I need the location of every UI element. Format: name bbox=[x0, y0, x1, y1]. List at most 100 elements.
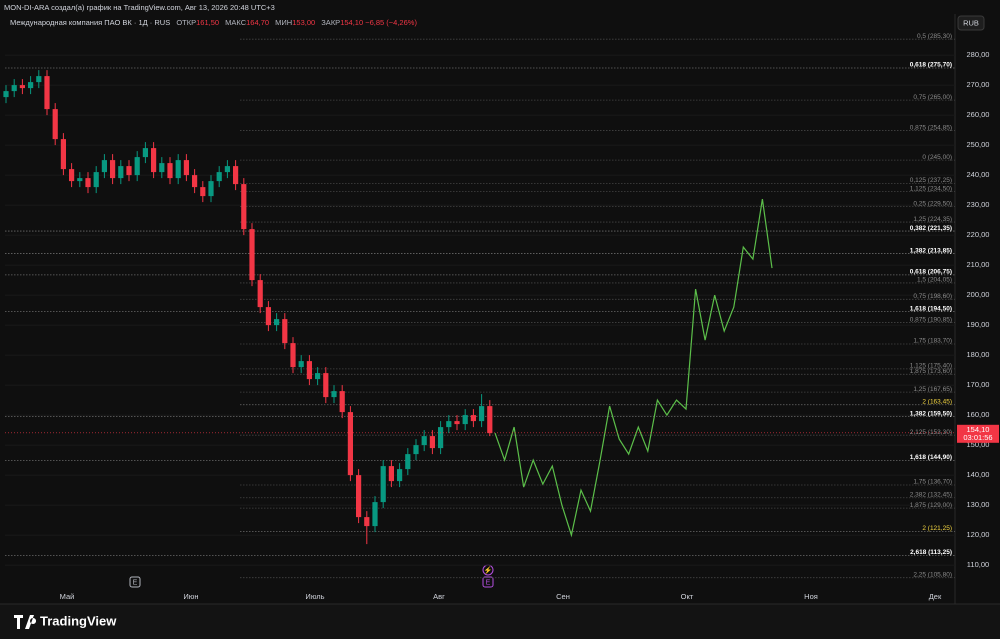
y-tick-label: 120,00 bbox=[967, 530, 990, 539]
brand: TradingView bbox=[40, 613, 117, 628]
y-tick-label: 140,00 bbox=[967, 470, 990, 479]
ohlc-label: МАКС bbox=[225, 18, 247, 27]
x-tick-label: Июн bbox=[183, 592, 198, 601]
ohlc-value: 153,00 bbox=[292, 18, 316, 27]
candle-body bbox=[183, 160, 189, 176]
ohlc-label: ОТКР bbox=[176, 18, 197, 27]
candle-body bbox=[315, 373, 321, 380]
candle-body bbox=[118, 166, 124, 179]
candle-body bbox=[438, 427, 444, 449]
candle-body bbox=[44, 76, 50, 110]
candle-body bbox=[487, 406, 493, 434]
candle-body bbox=[142, 148, 148, 158]
candle-body bbox=[282, 319, 288, 344]
candle-body bbox=[11, 85, 17, 92]
event-icon[interactable] bbox=[129, 576, 141, 588]
y-tick-label: 110,00 bbox=[967, 560, 989, 569]
candle-body bbox=[454, 421, 460, 425]
fib-label: 2,382 (132,45) bbox=[910, 491, 952, 498]
ohlc-value: 161,50 bbox=[196, 18, 220, 27]
fib-label: 0,875 (190,85) bbox=[910, 316, 952, 323]
candle-body bbox=[216, 172, 222, 182]
logo-icon bbox=[14, 615, 37, 629]
fib-label: 1,25 (224,35) bbox=[913, 216, 952, 223]
earnings-icon-text: E bbox=[486, 579, 491, 586]
x-tick-label: Ноя bbox=[804, 592, 818, 601]
candle-body bbox=[192, 175, 198, 188]
candle-body bbox=[233, 166, 239, 185]
candle-body bbox=[257, 280, 263, 308]
fib-label: 0,382 (221,35) bbox=[910, 225, 952, 232]
candle-body bbox=[3, 91, 9, 98]
candle-body bbox=[429, 436, 435, 449]
y-tick-label: 230,00 bbox=[967, 200, 990, 209]
x-tick-label: Окт bbox=[681, 592, 694, 601]
candle-body bbox=[85, 178, 91, 188]
fib-label: 1,25 (167,65) bbox=[913, 386, 952, 393]
candle-body bbox=[462, 415, 468, 425]
earnings-icon[interactable] bbox=[482, 576, 494, 588]
fib-label: 0,618 (275,70) bbox=[910, 62, 952, 69]
y-tick-label: 160,00 bbox=[967, 410, 990, 419]
fib-label: 1,618 (194,50) bbox=[910, 305, 952, 312]
last-price-box bbox=[957, 424, 999, 443]
candle-body bbox=[77, 178, 83, 182]
candle-body bbox=[331, 391, 337, 398]
candle-body bbox=[397, 469, 403, 482]
y-tick-label: 180,00 bbox=[967, 350, 990, 359]
y-tick-label: 210,00 bbox=[967, 260, 990, 269]
legend: Международная компания ПАО ВК · 1Д · RUS… bbox=[10, 18, 417, 27]
ohlc-value: 154,10 bbox=[340, 18, 364, 27]
y-tick-label: 220,00 bbox=[967, 230, 990, 239]
footer-bar bbox=[0, 604, 1000, 639]
candle-body bbox=[470, 415, 476, 422]
candle-body bbox=[479, 406, 485, 422]
y-tick-label: 170,00 bbox=[967, 380, 990, 389]
candle-body bbox=[167, 163, 173, 179]
candle-body bbox=[134, 157, 140, 176]
fib-label: 0,25 (229,50) bbox=[913, 200, 952, 207]
fib-label: 2,125 (153,30) bbox=[910, 429, 952, 436]
candle-body bbox=[159, 163, 165, 173]
candle-body bbox=[405, 454, 411, 470]
candle-body bbox=[306, 361, 312, 380]
fib-label: 0,5 (285,30) bbox=[917, 33, 952, 40]
candle-body bbox=[241, 184, 247, 230]
y-tick-label: 270,00 bbox=[967, 80, 990, 89]
candle-body bbox=[388, 466, 394, 482]
candle-body bbox=[364, 517, 370, 527]
candle-body bbox=[208, 181, 214, 197]
y-tick-label: 150,00 bbox=[967, 440, 990, 449]
fib-label: 1,618 (144,90) bbox=[910, 454, 952, 461]
countdown: 03:01:56 bbox=[963, 433, 992, 442]
x-tick-label: Дек bbox=[929, 592, 942, 601]
fib-label: 2,618 (113,25) bbox=[910, 549, 952, 556]
fib-label: 0,75 (198,60) bbox=[913, 293, 952, 300]
fib-label: 1,382 (159,50) bbox=[910, 410, 952, 417]
candle-body bbox=[380, 466, 386, 503]
fib-label: 1,75 (136,70) bbox=[913, 479, 952, 486]
y-tick-label: 250,00 bbox=[967, 140, 990, 149]
ohlc-label: МИН bbox=[275, 18, 293, 27]
event-icon-text: E bbox=[133, 579, 138, 586]
fib-label: 0 (245,00) bbox=[922, 154, 952, 161]
candle-body bbox=[28, 82, 34, 89]
fib-label: 2,25 (105,80) bbox=[913, 571, 952, 578]
candle-body bbox=[200, 187, 206, 197]
candle-body bbox=[421, 436, 427, 446]
candle-body bbox=[175, 160, 181, 179]
last-price-label: 154,10 bbox=[967, 425, 990, 434]
candle-body bbox=[126, 166, 132, 176]
currency: RUB bbox=[963, 18, 979, 27]
candle-body bbox=[19, 85, 25, 89]
x-tick-label: Май bbox=[60, 592, 75, 601]
candle-body bbox=[323, 373, 329, 398]
candle-body bbox=[274, 319, 280, 326]
candle-body bbox=[290, 343, 296, 368]
candle-body bbox=[52, 109, 58, 140]
candle-body bbox=[265, 307, 271, 326]
candle-body bbox=[36, 76, 42, 83]
symbol: Международная компания ПАО ВК · 1Д · RUS bbox=[10, 18, 171, 27]
candle-body bbox=[60, 139, 66, 170]
currency-button[interactable] bbox=[957, 15, 985, 31]
